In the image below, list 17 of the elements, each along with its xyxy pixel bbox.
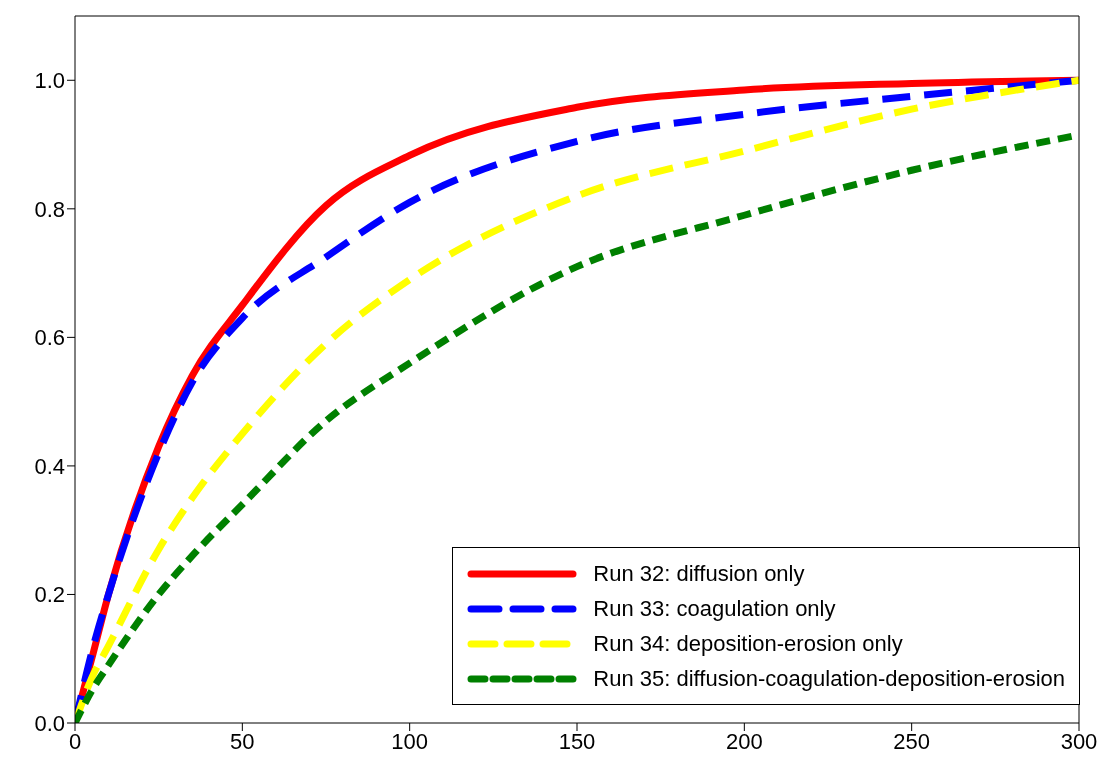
y-tick-label: 0.0 (34, 710, 65, 736)
x-tick-label: 250 (893, 728, 931, 754)
y-tick-label: 0.4 (34, 453, 65, 479)
legend-label: Run 33: coagulation only (593, 595, 836, 622)
y-tick-label: 1.0 (34, 68, 65, 94)
legend-label: Run 32: diffusion only (593, 560, 805, 587)
x-tick-label: 200 (725, 728, 763, 754)
x-tick-label: 50 (230, 728, 255, 754)
x-tick-label: 150 (558, 728, 596, 754)
legend-label: Run 35: diffusion-coagulation-deposition-erosion (593, 665, 1065, 692)
y-tick-label: 0.8 (34, 196, 65, 222)
y-tick-label: 0.2 (34, 582, 65, 608)
legend-label: Run 34: deposition-erosion only (593, 630, 903, 657)
x-tick-label: 100 (391, 728, 429, 754)
x-tick-label: 300 (1060, 728, 1098, 754)
y-tick-label: 0.6 (34, 325, 65, 351)
x-tick-label: 0 (68, 728, 82, 754)
